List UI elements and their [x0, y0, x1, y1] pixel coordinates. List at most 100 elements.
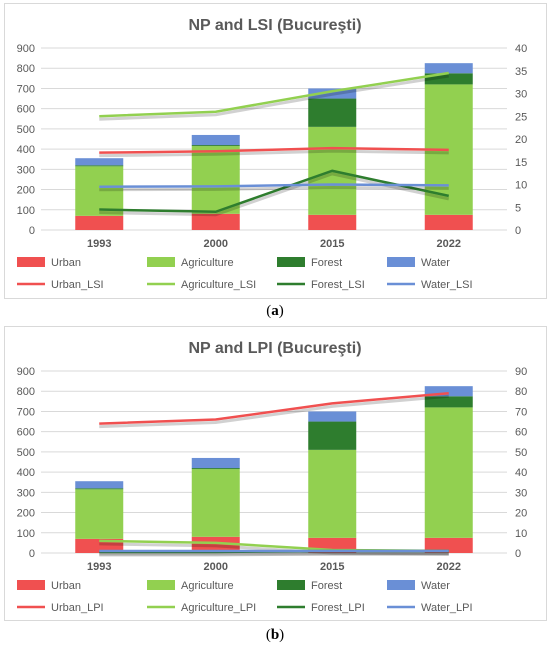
bar-water-2022: [424, 63, 473, 74]
bar-forest-1993: [75, 165, 124, 167]
y2-tick-label: 0: [515, 548, 521, 560]
bar-water-2015: [308, 411, 357, 422]
chart-panel-a: NP and LSI (Bucureşti) 0 100 200 300 400 500 60…: [4, 3, 547, 299]
y-tick-label: 100: [17, 528, 35, 540]
bar-agriculture-1993: [75, 489, 124, 539]
caption-a-open: (: [266, 303, 272, 319]
line-shadow-forest_lpi: [99, 552, 449, 557]
line-shadow-urban_lpi: [99, 394, 449, 429]
y2-tick-label: 40: [515, 43, 527, 55]
y2-tick-label: 20: [515, 134, 527, 146]
line-shadow-forest_lsi: [99, 172, 450, 217]
x-tick-label: 2022: [437, 561, 461, 573]
legend-label: Urban: [51, 580, 81, 592]
legend-label: Forest_LSI: [311, 279, 365, 291]
line-shadow-agriculture_lpi: [99, 542, 449, 556]
legend-swatch-forest: [277, 257, 305, 267]
caption-a-letter: a: [271, 303, 279, 319]
legend-label: Urban: [51, 257, 81, 269]
legend-swatch-agriculture: [147, 580, 175, 590]
legend-swatch-urban: [17, 580, 45, 590]
legend-label: Agriculture: [181, 257, 234, 269]
legend-swatch-water: [387, 257, 415, 267]
x-tick-label: 2000: [204, 561, 228, 573]
y2-tick-label: 60: [515, 427, 527, 439]
bar-agriculture-2000: [191, 146, 240, 214]
bar-urban-1993: [75, 215, 124, 230]
bar-urban-2022: [424, 214, 473, 230]
bar-urban-2015: [308, 214, 357, 230]
x-tick-label: 1993: [87, 238, 111, 250]
legend-label: Urban_LSI: [51, 279, 104, 291]
y-tick-label: 700: [17, 406, 35, 418]
y2-tick-label: 10: [515, 180, 527, 192]
legend-label: Water: [421, 580, 450, 592]
x-tick-label: 2000: [204, 238, 228, 250]
y-tick-label: 600: [17, 104, 35, 116]
bar-forest-1993: [75, 488, 124, 490]
bar-agriculture-2022: [424, 407, 473, 538]
y-tick-label: 400: [17, 144, 35, 156]
bar-urban-2022: [424, 537, 473, 553]
bar-water-1993: [75, 158, 124, 166]
y-tick-label: 600: [17, 427, 35, 439]
legend-label: Water_LPI: [421, 602, 473, 614]
bar-water-2022: [424, 386, 473, 397]
y-tick-label: 500: [17, 447, 35, 459]
bar-forest-2000: [191, 468, 240, 470]
x-tick-label: 2015: [320, 238, 344, 250]
bar-forest-2015: [308, 98, 357, 127]
y2-tick-label: 10: [515, 528, 527, 540]
y2-tick-label: 90: [515, 366, 527, 378]
chart-title: NP and LPI (Bucureşti): [188, 340, 361, 357]
legend-label: Water_LSI: [421, 279, 473, 291]
legend-label: Agriculture: [181, 580, 234, 592]
legend-label: Forest_LPI: [311, 602, 365, 614]
caption-b-letter: b: [270, 627, 280, 643]
y-tick-label: 800: [17, 63, 35, 75]
y2-tick-label: 5: [515, 202, 521, 214]
line-shadow-agriculture_lsi: [99, 74, 449, 121]
caption-b-open: (: [265, 627, 271, 643]
y-tick-label: 900: [17, 43, 35, 55]
y-tick-label: 0: [29, 548, 35, 560]
legend-swatch-agriculture: [147, 257, 175, 267]
y2-tick-label: 20: [515, 508, 527, 520]
y-tick-label: 500: [17, 124, 35, 136]
bar-water-2000: [191, 457, 240, 469]
caption-b-close: ): [279, 627, 285, 643]
line-forest_lsi: [99, 169, 450, 214]
legend-swatch-urban: [17, 257, 45, 267]
y2-tick-label: 40: [515, 467, 527, 479]
y-tick-label: 400: [17, 467, 35, 479]
y2-tick-label: 15: [515, 157, 527, 169]
legend-swatch-water: [387, 580, 415, 590]
bar-agriculture-1993: [75, 166, 124, 216]
y-tick-label: 900: [17, 366, 35, 378]
y2-tick-label: 35: [515, 66, 527, 78]
y-tick-label: 200: [17, 185, 35, 197]
legend-label: Forest: [311, 257, 342, 269]
chart-title: NP and LSI (Bucureşti): [188, 17, 361, 34]
bar-water-2015: [308, 88, 357, 99]
y2-tick-label: 30: [515, 487, 527, 499]
line-shadow-water_lsi: [99, 185, 449, 192]
legend-label: Urban_LPI: [51, 602, 104, 614]
y2-tick-label: 50: [515, 447, 527, 459]
bar-urban-2000: [191, 213, 240, 230]
x-tick-label: 2022: [437, 238, 461, 250]
y-tick-label: 300: [17, 487, 35, 499]
line-agriculture_lsi: [99, 71, 449, 118]
x-tick-label: 2015: [320, 561, 344, 573]
bar-water-2000: [191, 134, 240, 146]
bar-water-1993: [75, 481, 124, 489]
line-shadow-urban_lsi: [99, 149, 449, 158]
legend-label: Forest: [311, 580, 342, 592]
bar-agriculture-2000: [191, 469, 240, 537]
y2-tick-label: 70: [515, 406, 527, 418]
legend-swatch-forest: [277, 580, 305, 590]
legend-label: Agriculture_LPI: [181, 602, 256, 614]
line-urban_lpi: [99, 391, 449, 425]
bar-agriculture-2015: [308, 449, 357, 538]
caption-b: (b): [0, 627, 550, 644]
